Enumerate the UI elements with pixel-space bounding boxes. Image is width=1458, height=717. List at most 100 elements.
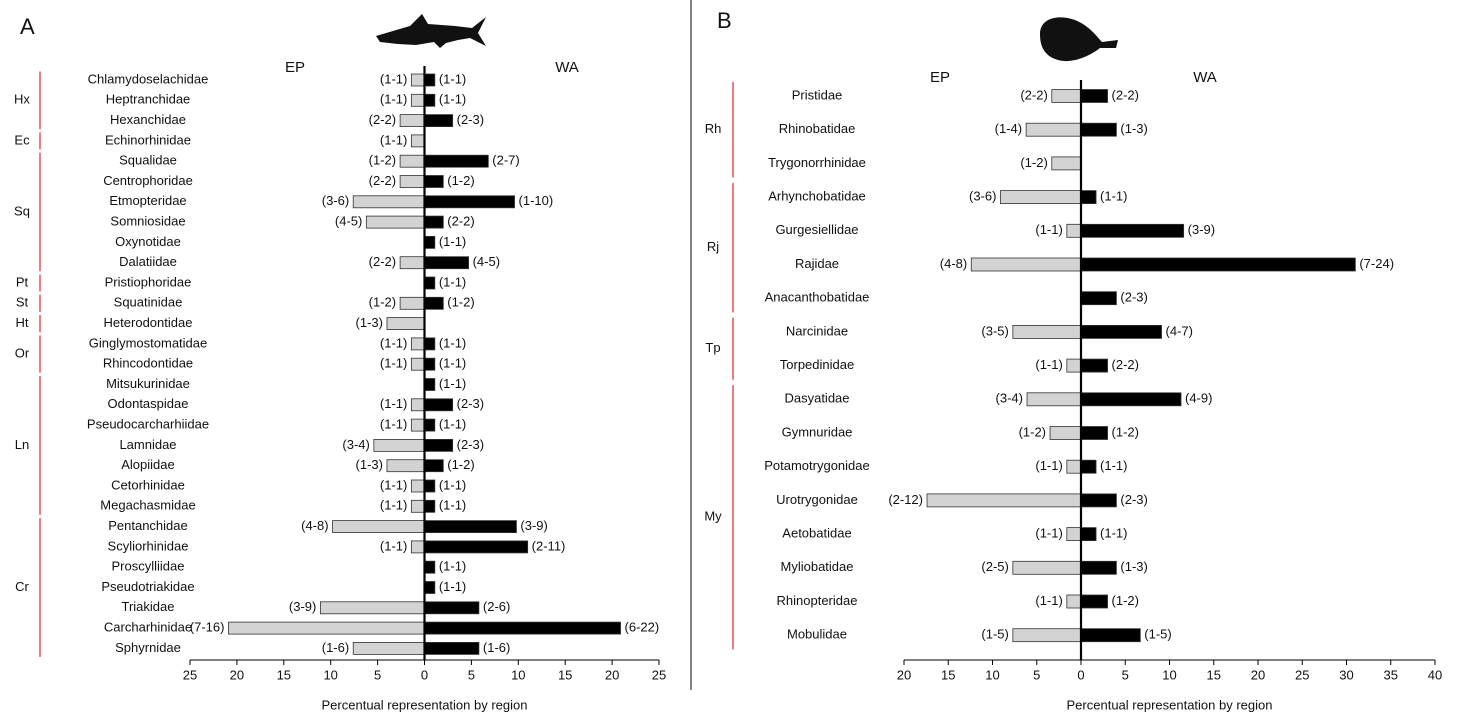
range-label: (1-2) — [1112, 424, 1139, 439]
family-label: Sphyrnidae — [115, 640, 181, 655]
family-label: Oxynotidae — [115, 234, 181, 249]
bar — [425, 622, 621, 634]
bar — [1067, 595, 1081, 608]
range-label: (2-3) — [1120, 492, 1147, 507]
range-label: (1-1) — [439, 559, 466, 574]
family-label: Chlamydoselachidae — [88, 71, 209, 86]
family-label: Heptranchidae — [106, 92, 191, 107]
range-label: (2-3) — [1120, 290, 1147, 305]
bar — [425, 439, 453, 451]
range-label: (1-10) — [519, 193, 554, 208]
bar — [1013, 325, 1081, 338]
family-label: Rhinobatidae — [779, 121, 856, 136]
bar — [1013, 629, 1081, 642]
range-label: (1-2) — [1019, 424, 1046, 439]
bar — [1026, 123, 1081, 136]
family-label: Aetobatidae — [782, 526, 851, 541]
range-label: (7-16) — [190, 620, 225, 635]
range-label: (1-1) — [380, 132, 407, 147]
range-label: (2-6) — [483, 599, 510, 614]
family-label: Hexanchidae — [110, 112, 186, 127]
bar — [1081, 224, 1184, 237]
bar — [228, 622, 424, 634]
range-label: (4-8) — [301, 518, 328, 533]
range-label: (2-2) — [1112, 87, 1139, 102]
bar — [425, 642, 479, 654]
x-tick-label: 15 — [941, 667, 955, 682]
bar — [1081, 629, 1140, 642]
range-label: (1-1) — [439, 498, 466, 513]
bar — [374, 439, 425, 451]
range-label: (1-1) — [439, 417, 466, 432]
bar — [425, 480, 435, 492]
family-label: Rhincodontidae — [103, 356, 193, 371]
family-label: Lamnidae — [119, 437, 176, 452]
x-axis-title: Percentual representation by region — [1067, 697, 1273, 712]
bar — [425, 379, 435, 391]
bar — [425, 582, 435, 594]
family-label: Proscylliidae — [112, 559, 185, 574]
bar — [1081, 460, 1096, 473]
range-label: (1-2) — [369, 295, 396, 310]
range-label: (3-6) — [322, 193, 349, 208]
range-label: (1-3) — [1120, 121, 1147, 136]
family-label: Echinorhinidae — [105, 132, 191, 147]
bar — [1013, 561, 1081, 574]
family-label: Narcinidae — [786, 323, 848, 338]
figure: AEPWAChlamydoselachidaeHeptranchidaeHexa… — [0, 0, 1458, 717]
range-label: (1-1) — [380, 356, 407, 371]
x-tick-label: 10 — [985, 667, 999, 682]
bar — [1081, 90, 1108, 103]
ray-silhouette — [1040, 17, 1118, 61]
x-tick-label: 40 — [1428, 667, 1442, 682]
bar — [353, 642, 424, 654]
family-label: Somniosidae — [110, 214, 185, 229]
region-header: WA — [555, 59, 579, 76]
bar — [425, 500, 435, 512]
range-label: (1-5) — [1144, 627, 1171, 642]
family-label: Rajidae — [795, 256, 839, 271]
family-label: Triakidae — [122, 599, 175, 614]
range-label: (1-1) — [439, 376, 466, 391]
bar — [411, 135, 424, 147]
bar — [411, 541, 424, 553]
x-tick-label: 5 — [374, 667, 381, 682]
shark-silhouette — [376, 14, 486, 48]
region-header: WA — [1193, 69, 1217, 86]
family-label: Torpedinidae — [780, 357, 854, 372]
bar — [1067, 359, 1081, 372]
bar — [425, 216, 444, 228]
bar — [425, 561, 435, 573]
order-label: My — [704, 509, 722, 524]
bar — [1081, 528, 1096, 541]
bar — [971, 258, 1081, 271]
bar — [1081, 123, 1116, 136]
bar — [425, 338, 435, 350]
range-label: (1-5) — [981, 627, 1008, 642]
bar — [1052, 90, 1081, 103]
range-label: (2-3) — [457, 112, 484, 127]
range-label: (1-1) — [380, 417, 407, 432]
bar — [333, 521, 425, 533]
bar — [425, 277, 435, 289]
family-label: Myliobatidae — [781, 559, 854, 574]
bar — [425, 257, 469, 269]
family-label: Cetorhinidae — [111, 477, 185, 492]
bar — [425, 521, 517, 533]
bar — [425, 399, 453, 411]
bar — [1081, 427, 1108, 440]
bar — [366, 216, 424, 228]
bar — [425, 155, 489, 167]
range-label: (1-3) — [356, 315, 383, 330]
family-label: Pentanchidae — [108, 518, 188, 533]
bar — [425, 196, 515, 208]
range-label: (2-12) — [888, 492, 923, 507]
bar — [400, 257, 424, 269]
family-label: Mitsukurinidae — [106, 376, 190, 391]
family-label: Pristiophoridae — [105, 274, 192, 289]
range-label: (1-1) — [380, 396, 407, 411]
range-label: (2-2) — [369, 112, 396, 127]
bar — [1000, 191, 1081, 204]
bar — [425, 358, 435, 370]
bar — [425, 115, 453, 127]
